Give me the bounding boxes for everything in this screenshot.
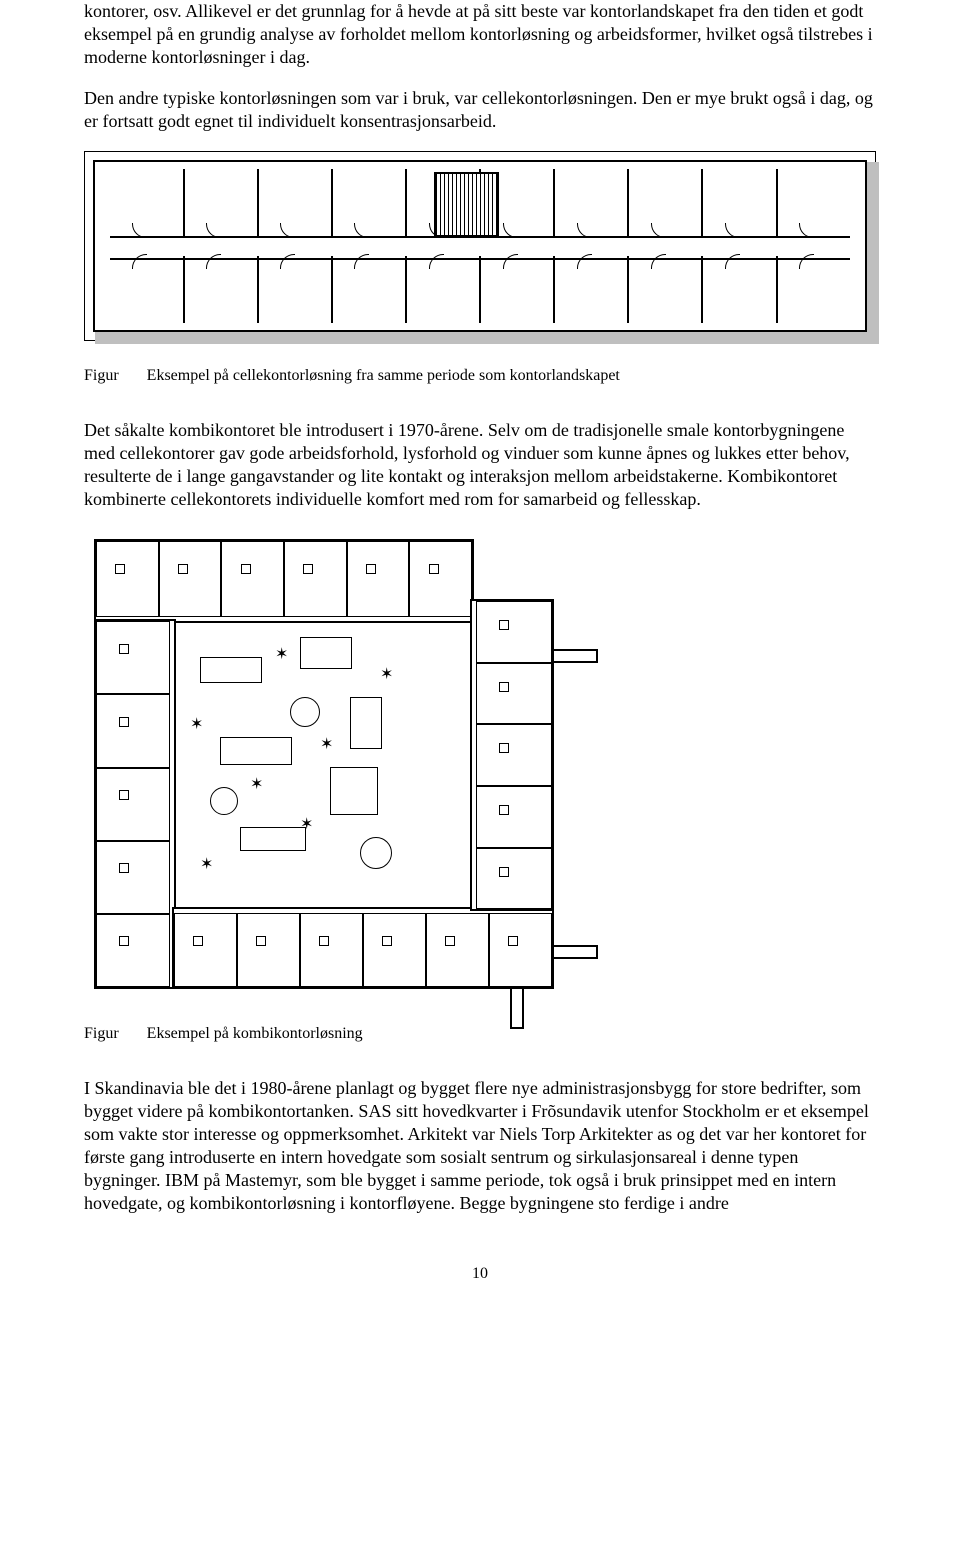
figure-1-room [257, 169, 331, 236]
figure-2-round-table [290, 697, 320, 727]
paragraph-1: kontorer, osv. Allikevel er det grunnlag… [84, 0, 876, 69]
figure-2-furniture [240, 827, 306, 851]
page-number: 10 [84, 1265, 876, 1283]
paragraph-2: Den andre typiske kontorløsningen som va… [84, 87, 876, 133]
figure-2-plant-icon [300, 817, 316, 833]
figure-2-cell-office [426, 913, 489, 987]
figure-1-room [331, 256, 405, 323]
figure-1-caption-text: Eksempel på cellekontorløsning fra samme… [147, 367, 620, 385]
figure-2-caption-text: Eksempel på kombikontorløsning [147, 1025, 363, 1043]
figure-1-room [405, 256, 479, 323]
figure-1-room [701, 256, 775, 323]
paragraph-4: I Skandinavia ble det i 1980-årene planl… [84, 1077, 876, 1215]
figure-2-furniture [220, 737, 292, 765]
figure-1-caption: Figur Eksempel på cellekontorløsning fra… [84, 367, 876, 385]
figure-2-plant-icon [250, 777, 266, 793]
figure-2-plant-icon [200, 857, 216, 873]
figure-2-cell-office [96, 694, 170, 767]
figure-2-cell-office [476, 848, 552, 910]
figure-2-cell-office [159, 541, 222, 617]
figure-label: Figur [84, 367, 119, 385]
figure-label: Figur [84, 1025, 119, 1043]
figure-2-cell-office [476, 663, 552, 725]
figure-1-room [110, 169, 182, 236]
figure-2-plant-icon [190, 717, 206, 733]
figure-2-cell-office [96, 621, 170, 694]
figure-2-furniture [200, 657, 262, 683]
figure-1-room [331, 169, 405, 236]
figure-2-cell-office [476, 724, 552, 786]
figure-2-cell-office [96, 541, 159, 617]
figure-2-plant-icon [380, 667, 396, 683]
figure-2: Figur Eksempel på kombikontorløsning [84, 529, 876, 1043]
figure-1-room [553, 256, 627, 323]
figure-2-cell-office [300, 913, 363, 987]
figure-2-furniture [330, 767, 378, 815]
figure-2-cell-office [489, 913, 552, 987]
paragraph-3: Det såkalte kombikontoret ble introduser… [84, 419, 876, 511]
figure-2-cell-office [476, 601, 552, 663]
figure-2-floorplan [84, 529, 564, 999]
figure-2-open-area [180, 627, 466, 903]
figure-2-cell-office [409, 541, 472, 617]
figure-1-room [776, 169, 850, 236]
figure-1: Figur Eksempel på cellekontorløsning fra… [84, 151, 876, 385]
figure-1-room [553, 169, 627, 236]
figure-2-cell-office [363, 913, 426, 987]
figure-1-room [776, 256, 850, 323]
figure-2-plant-icon [320, 737, 336, 753]
figure-2-round-table [360, 837, 392, 869]
figure-2-cell-office [476, 786, 552, 848]
figure-2-plant-icon [275, 647, 291, 663]
figure-2-cell-office [174, 913, 237, 987]
figure-2-cell-office [221, 541, 284, 617]
figure-2-furniture [350, 697, 382, 749]
figure-2-furniture [300, 637, 352, 669]
figure-1-stair [434, 172, 500, 236]
figure-2-cell-office [237, 913, 300, 987]
figure-1-room [479, 256, 553, 323]
figure-1-rooms-bottom [110, 256, 849, 323]
figure-1-room [701, 169, 775, 236]
figure-1-room [627, 169, 701, 236]
figure-1-room [183, 169, 257, 236]
figure-2-caption: Figur Eksempel på kombikontorløsning [84, 1025, 876, 1043]
figure-1-floorplan [84, 151, 876, 341]
figure-2-cell-office [96, 768, 170, 841]
figure-2-cell-office [96, 914, 170, 987]
figure-1-room [627, 256, 701, 323]
figure-2-cell-office [284, 541, 347, 617]
figure-1-room [110, 256, 182, 323]
figure-1-room [257, 256, 331, 323]
figure-2-cell-office [347, 541, 410, 617]
document-page: kontorer, osv. Allikevel er det grunnlag… [0, 0, 960, 1323]
figure-2-cell-office [96, 841, 170, 914]
figure-2-round-table [210, 787, 238, 815]
figure-1-room [183, 256, 257, 323]
